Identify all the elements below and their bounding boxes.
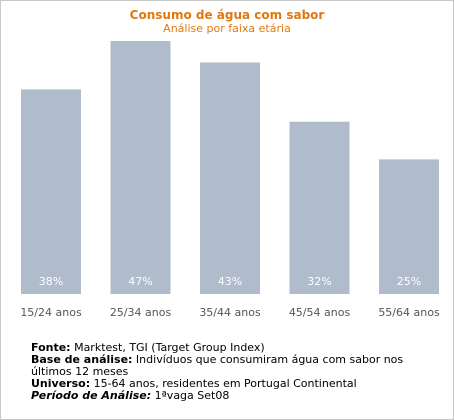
source-note: Fonte: Marktest, TGI (Target Group Index… <box>31 341 265 354</box>
category-label-4: 45/54 anos <box>289 306 351 319</box>
category-label-5: 55/64 anos <box>378 306 440 319</box>
chart-notes: Fonte: Marktest, TGI (Target Group Index… <box>31 342 446 402</box>
value-labels-group: 38% 47% 43% 32% 25% <box>39 275 421 288</box>
value-label-4: 32% <box>307 275 331 288</box>
value-label-2: 47% <box>128 275 152 288</box>
universe-note: Universo: 15-64 anos, residentes em Port… <box>31 377 357 390</box>
bar-1 <box>21 89 81 295</box>
value-label-5: 25% <box>397 275 421 288</box>
chart-title: Consumo de água com sabor <box>129 8 325 22</box>
bar-2 <box>110 41 171 294</box>
bar-chart: 38% 47% 43% 32% 25% 15/24 anos 25/34 anos 35/4… <box>20 41 440 319</box>
bars-group <box>21 41 439 295</box>
bar-3 <box>200 62 260 294</box>
value-label-1: 38% <box>39 275 63 288</box>
category-label-3: 35/44 anos <box>199 306 261 319</box>
period-note: Período de Análise: 1ªvaga Set08 <box>31 389 230 402</box>
base-note: Base de análise: Indivíduos que consumir… <box>31 353 404 378</box>
value-label-3: 43% <box>218 275 242 288</box>
category-label-2: 25/34 anos <box>110 306 172 319</box>
category-labels-group: 15/24 anos 25/34 anos 35/44 anos 45/54 anos… <box>20 306 440 319</box>
category-label-1: 15/24 anos <box>20 306 82 319</box>
bar-4 <box>289 121 350 294</box>
chart-subtitle: Análise por faixa etária <box>163 22 291 35</box>
bar-5 <box>379 159 439 294</box>
